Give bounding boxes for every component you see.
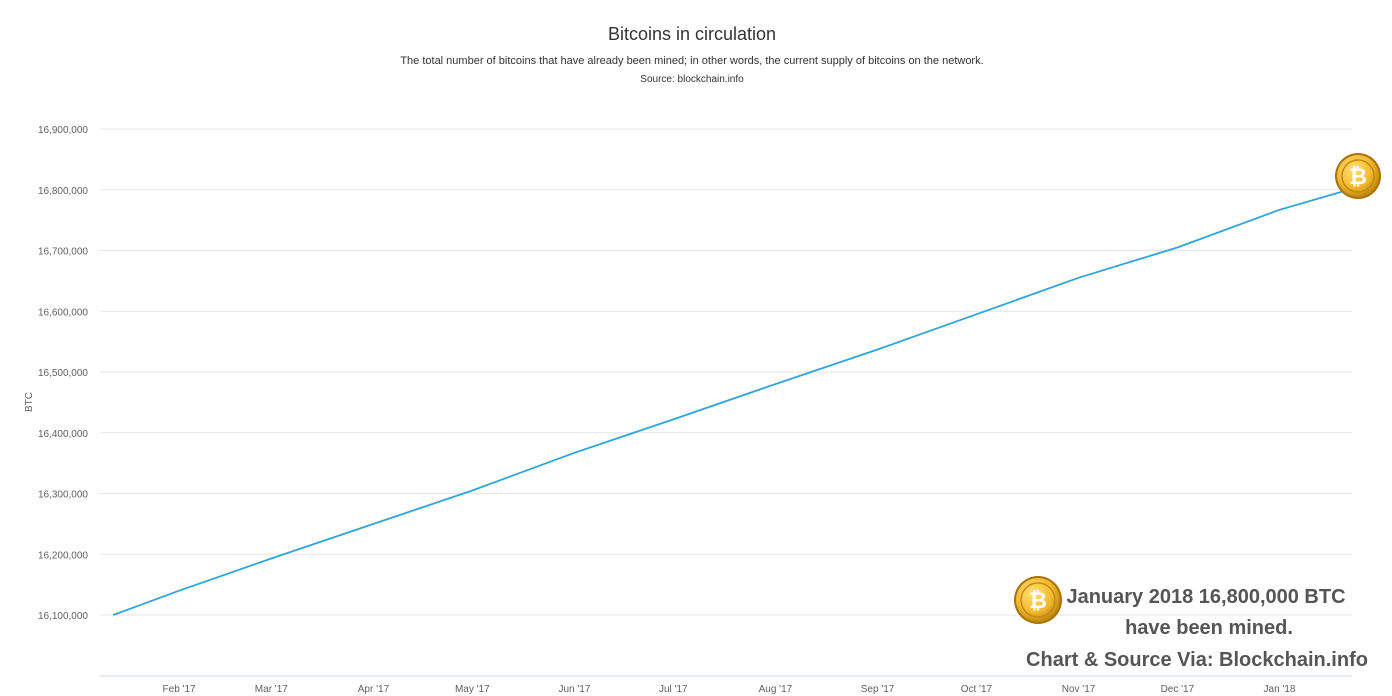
y-axis-label: BTC — [24, 392, 35, 412]
x-tick-label: Jun '17 — [558, 684, 590, 695]
annotation-line-3: Chart & Source Via: Blockchain.info — [1026, 649, 1368, 671]
x-tick-label: Jul '17 — [659, 684, 688, 695]
x-tick-label: Dec '17 — [1161, 684, 1195, 695]
x-tick-label: Feb '17 — [163, 684, 196, 695]
y-tick-label: 16,700,000 — [38, 247, 88, 258]
annotation-line-2: have been mined. — [1125, 617, 1293, 639]
bitcoin-coin-icon: ₿ — [1014, 576, 1062, 624]
y-tick-label: 16,100,000 — [38, 611, 88, 622]
y-tick-label: 16,300,000 — [38, 490, 88, 501]
x-tick-label: Apr '17 — [358, 684, 390, 695]
chart-title: Bitcoins in circulation — [608, 24, 776, 44]
x-tick-label: Jan '18 — [1264, 684, 1296, 695]
y-tick-label: 16,800,000 — [38, 186, 88, 197]
series-line — [112, 188, 1349, 616]
annotation-line-1: January 2018 16,800,000 BTC — [1066, 586, 1345, 608]
y-tick-label: 16,400,000 — [38, 429, 88, 440]
x-tick-label: Sep '17 — [861, 684, 895, 695]
x-tick-label: May '17 — [455, 684, 490, 695]
x-axis-tick-labels: Feb '17 Mar '17 Apr '17 May '17 Jun '17 Jul '… — [163, 684, 1296, 695]
y-tick-label: 16,900,000 — [38, 125, 88, 136]
grid-lines — [100, 128, 1352, 616]
y-tick-label: 16,500,000 — [38, 368, 88, 379]
y-tick-label: 16,600,000 — [38, 307, 88, 318]
x-tick-label: Mar '17 — [255, 684, 288, 695]
chart-source: Source: blockchain.info — [640, 74, 744, 85]
y-axis-tick-labels: 16,100,000 16,200,000 16,300,000 16,400,000… — [38, 125, 88, 622]
chart-subtitle: The total number of bitcoins that have a… — [400, 55, 983, 67]
bitcoin-coin-icon: ₿ — [1335, 153, 1381, 199]
x-tick-label: Aug '17 — [759, 684, 793, 695]
svg-text:₿: ₿ — [1029, 589, 1047, 614]
x-tick-label: Nov '17 — [1062, 684, 1096, 695]
svg-text:₿: ₿ — [1349, 165, 1367, 190]
y-tick-label: 16,200,000 — [38, 550, 88, 561]
x-tick-label: Oct '17 — [961, 684, 993, 695]
